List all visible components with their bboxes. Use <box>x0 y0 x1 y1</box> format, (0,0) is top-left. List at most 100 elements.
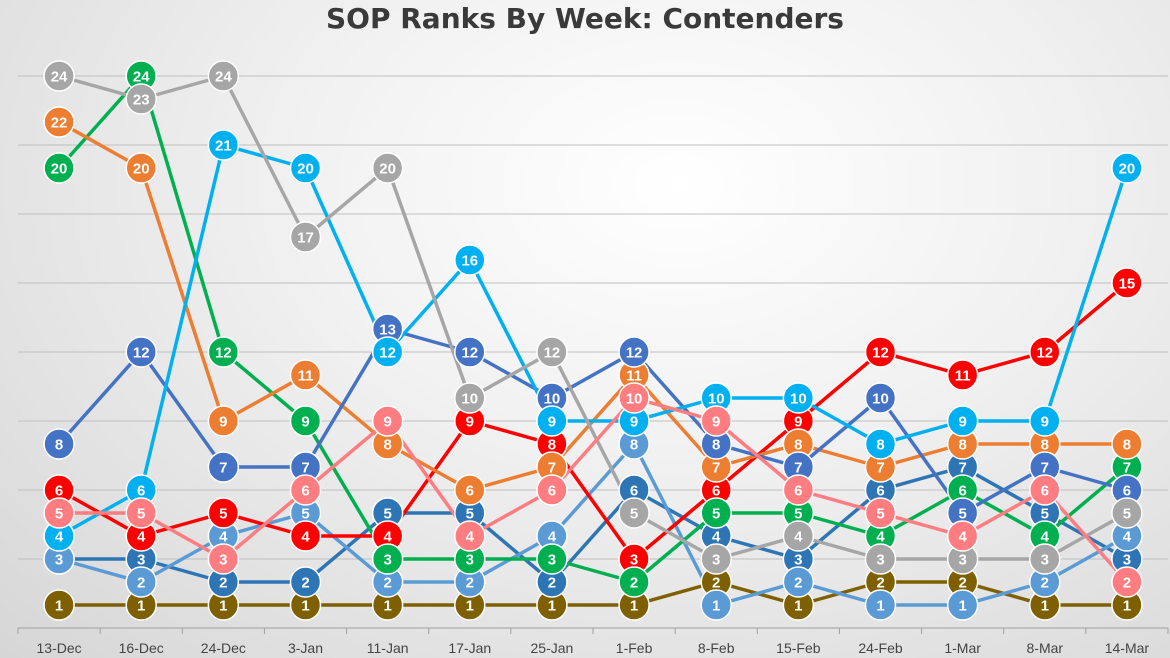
data-label: 24 <box>215 69 232 86</box>
x-tick-label: 13-Dec <box>37 640 82 656</box>
data-label: 23 <box>133 92 150 109</box>
data-point <box>618 382 650 414</box>
data-label: 20 <box>297 161 314 178</box>
data-point <box>207 497 240 529</box>
data-label: 12 <box>133 345 150 362</box>
data-label: 8 <box>1041 437 1049 454</box>
data-label: 11 <box>955 368 971 385</box>
series-markers-4: 6 4 5 4 4 9 8 3 6 9 12 11 12 15 <box>43 267 1143 575</box>
data-label: 17 <box>297 230 314 247</box>
data-label: 3 <box>548 552 556 569</box>
data-label: 9 <box>219 414 227 431</box>
data-label: 9 <box>301 414 309 431</box>
data-label: 9 <box>466 414 474 431</box>
data-label: 13 <box>379 322 396 339</box>
data-label: 3 <box>466 552 474 569</box>
data-label: 9 <box>1041 414 1049 431</box>
data-label: 2 <box>958 575 966 592</box>
data-label: 20 <box>379 161 396 178</box>
data-label: 5 <box>1041 506 1049 523</box>
data-point <box>946 589 979 621</box>
data-point <box>371 336 404 368</box>
data-point <box>536 543 568 575</box>
data-label: 15 <box>1119 276 1136 293</box>
data-label: 9 <box>630 414 638 431</box>
data-label: 4 <box>219 529 228 546</box>
data-label: 4 <box>1041 529 1050 546</box>
data-label: 3 <box>219 552 227 569</box>
data-label: 1 <box>1123 598 1131 615</box>
data-label: 1 <box>137 598 145 615</box>
data-label: 8 <box>55 437 63 454</box>
data-label: 6 <box>794 483 802 500</box>
data-label: 6 <box>630 483 638 500</box>
data-point <box>864 382 897 414</box>
data-label: 1 <box>958 598 966 615</box>
data-label: 7 <box>876 460 884 477</box>
data-label: 24 <box>51 69 68 86</box>
data-label: 6 <box>466 483 474 500</box>
data-point <box>207 129 240 161</box>
chart-title: SOP Ranks By Week: Contenders <box>326 2 844 35</box>
data-point <box>125 497 157 529</box>
data-point <box>43 497 75 529</box>
data-label: 1 <box>876 598 884 615</box>
data-point <box>207 543 240 575</box>
data-point <box>782 382 815 414</box>
data-label: 4 <box>466 529 475 546</box>
data-label: 2 <box>548 575 556 592</box>
x-tick-label: 3-Jan <box>288 640 323 656</box>
data-point <box>1111 152 1143 184</box>
data-point <box>125 566 157 598</box>
data-label: 3 <box>876 552 884 569</box>
data-point <box>289 359 322 391</box>
data-label: 9 <box>383 414 391 431</box>
data-point <box>125 152 157 184</box>
data-label: 3 <box>55 552 63 569</box>
x-tick-label: 24-Dec <box>201 640 246 656</box>
data-label: 16 <box>461 253 478 270</box>
data-label: 5 <box>958 506 966 523</box>
data-point <box>536 336 568 368</box>
data-label: 20 <box>133 161 150 178</box>
data-point <box>700 405 732 437</box>
data-point <box>207 60 240 92</box>
data-point <box>454 244 486 276</box>
data-label: 3 <box>1123 552 1131 569</box>
data-label: 4 <box>712 529 721 546</box>
series-markers-1: 1 1 1 1 1 1 1 1 2 1 2 2 1 1 <box>43 566 1143 621</box>
data-label: 1 <box>630 598 638 615</box>
data-point <box>1111 566 1143 598</box>
data-point <box>536 405 568 437</box>
data-label: 1 <box>55 598 63 615</box>
data-label: 2 <box>712 575 720 592</box>
data-label: 7 <box>301 460 309 477</box>
series-markers-8: 4 6 21 20 12 16 9 9 10 10 8 9 9 20 <box>43 129 1143 552</box>
data-label: 7 <box>219 460 227 477</box>
data-point <box>454 520 486 552</box>
data-label: 8 <box>876 437 884 454</box>
data-label: 7 <box>1123 460 1131 477</box>
data-point <box>125 336 157 368</box>
data-point <box>1111 428 1143 460</box>
data-label: 4 <box>301 529 310 546</box>
data-label: 5 <box>794 506 802 523</box>
data-label: 9 <box>712 414 720 431</box>
data-label: 12 <box>461 345 478 362</box>
data-label: 4 <box>548 529 557 546</box>
data-point <box>782 520 815 552</box>
data-point <box>864 543 897 575</box>
data-label: 6 <box>1041 483 1049 500</box>
x-tick-label: 1-Feb <box>616 640 653 656</box>
data-label: 7 <box>794 460 802 477</box>
data-label: 4 <box>876 529 885 546</box>
data-label: 6 <box>958 483 966 500</box>
data-label: 9 <box>958 414 966 431</box>
data-label: 3 <box>794 552 802 569</box>
data-label: 9 <box>548 414 556 431</box>
data-point <box>782 474 815 506</box>
data-point <box>289 405 322 437</box>
